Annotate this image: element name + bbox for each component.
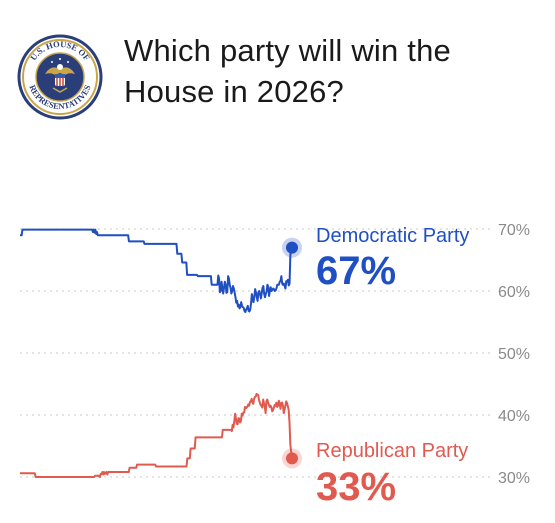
- series-name-democratic: Democratic Party: [316, 225, 469, 247]
- series-value-republican: 33%: [316, 465, 396, 509]
- house-seal-logo: U.S. HOUSE OF REPRESENTATIVES: [17, 34, 103, 120]
- chart-area: 70% 60% 50% 40% 30% Democratic Party 67% Republ…: [0, 180, 555, 523]
- y-tick-label-30: 30%: [498, 470, 530, 487]
- series-line-democratic: [19, 228, 293, 314]
- seal-inner-ring: [35, 52, 85, 102]
- y-tick-label-40: 40%: [498, 408, 530, 425]
- header: U.S. HOUSE OF REPRESENTATIVES Which part…: [0, 0, 555, 140]
- seal-gold-ring: [22, 39, 98, 115]
- series-name-republican: Republican Party: [316, 440, 468, 462]
- page-title: Which party will win the House in 2026?: [124, 33, 451, 109]
- eagle-icon: [45, 58, 75, 93]
- y-tick-label-60: 60%: [498, 284, 530, 301]
- series-line-republican: [19, 392, 293, 478]
- y-tick-label-70: 70%: [498, 222, 530, 239]
- end-point-republican: [286, 452, 298, 465]
- house-seal-icon: U.S. HOUSE OF REPRESENTATIVES: [17, 34, 103, 120]
- y-tick-label-50: 50%: [498, 346, 530, 363]
- end-point-democratic: [286, 241, 298, 254]
- series-value-democratic: 67%: [316, 249, 396, 293]
